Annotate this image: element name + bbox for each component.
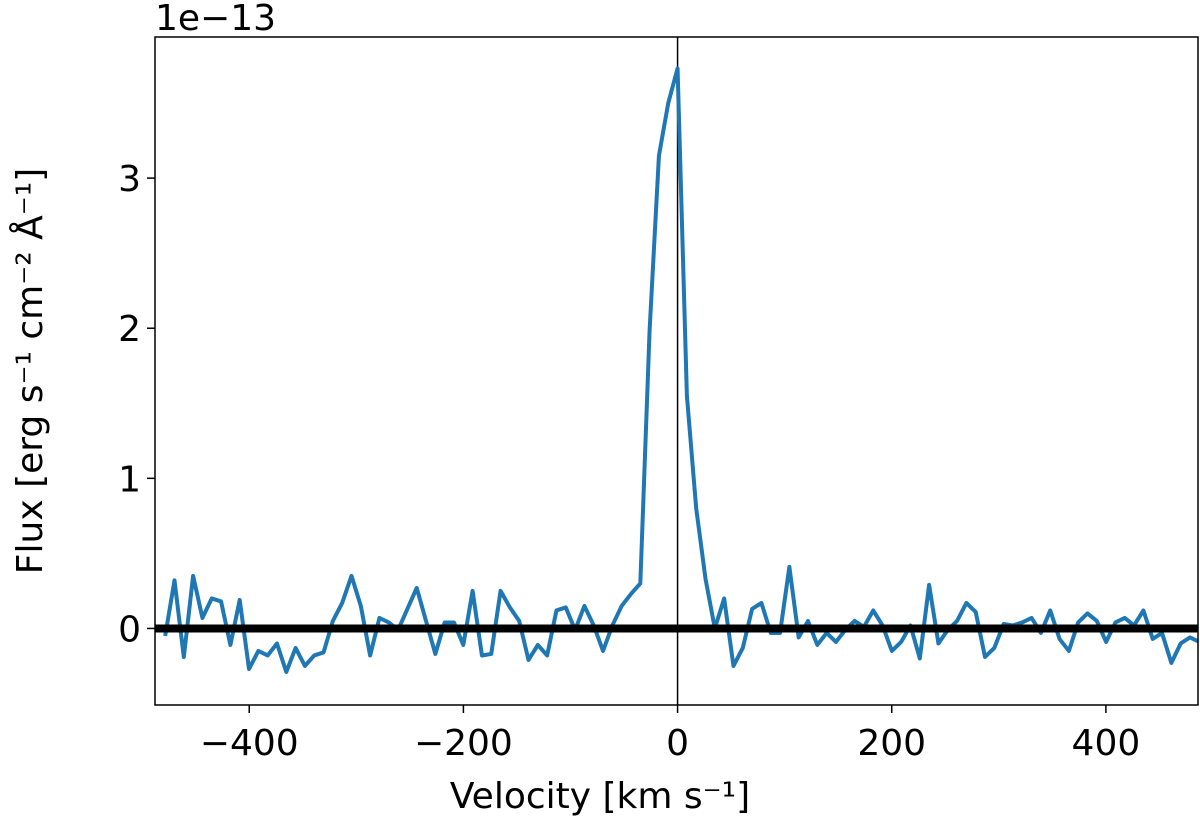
x-tick-label: 0 <box>666 723 689 764</box>
x-axis-label: Velocity [km s⁻¹] <box>450 776 750 817</box>
data-line <box>163 66 1198 674</box>
x-tick-label: −200 <box>414 723 513 764</box>
axes-frame <box>154 36 1199 706</box>
y-offset-label: 1e−13 <box>155 0 276 39</box>
y-axis-label: Flux [erg s⁻¹ cm⁻² Å⁻¹] <box>8 168 51 574</box>
x-tick-label: 400 <box>1072 723 1141 764</box>
y-tick-label: 3 <box>118 159 141 200</box>
y-tick-label: 1 <box>118 459 141 500</box>
x-tick-label: 200 <box>857 723 926 764</box>
y-tick-label: 0 <box>118 609 141 650</box>
plot-area <box>155 37 1198 705</box>
y-tick-label: 2 <box>118 309 141 350</box>
x-tick-label: −400 <box>200 723 299 764</box>
